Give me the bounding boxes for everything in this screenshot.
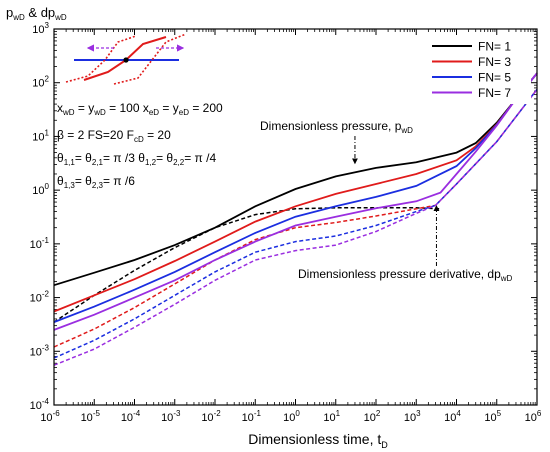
x-tick-label: 104 <box>444 409 461 424</box>
x-tick-label: 100 <box>283 409 300 424</box>
fracture-schematic <box>65 33 187 85</box>
legend-label: FN= 5 <box>478 71 511 85</box>
legend-label: FN= 3 <box>478 55 511 69</box>
x-tick-label: 103 <box>404 409 421 424</box>
series-derivative-line-4 <box>53 88 538 366</box>
y-tick-label: 10-1 <box>30 236 50 251</box>
y-axis-title: pwD & dpwD <box>6 5 67 22</box>
x-tick-label: 10-3 <box>161 409 181 424</box>
x-tick-label: 101 <box>323 409 340 424</box>
y-tick-label: 10-4 <box>30 397 50 412</box>
series-lines <box>53 72 538 366</box>
x-tick-label: 10-6 <box>40 409 60 424</box>
plot-area: 10-6 10-5 10-4 10-3 10-2 10-1 100 101 102 103 104 1… <box>30 21 542 424</box>
parameter-list: xwD = ywD = 100 xeD = yeD = 200 β = 2 FS=… <box>57 101 223 190</box>
annotation-derivative-label: Dimensionless pressure derivative, dpwD <box>298 267 513 283</box>
x-tick-label: 10-5 <box>81 409 101 424</box>
y-tick-label: 10-3 <box>30 343 50 358</box>
series-derivative-line-1 <box>53 207 441 323</box>
legend-label: FN= 7 <box>478 86 511 100</box>
series-pressure-line-1 <box>53 72 538 287</box>
annotation-derivative: Dimensionless pressure derivative, dpwD <box>298 205 513 283</box>
y-tick-label: 103 <box>32 21 49 36</box>
y-tick-label: 102 <box>32 75 49 90</box>
series-derivative-line-3 <box>53 88 538 359</box>
x-tick-label: 102 <box>364 409 381 424</box>
fracture-dotted-right <box>113 33 187 85</box>
parameter-row: xwD = ywD = 100 xeD = yeD = 200 <box>57 101 223 117</box>
plot-frame <box>53 28 538 406</box>
y-tick-label: 101 <box>32 128 49 143</box>
parameter-row: θ1,3= θ2,3= π /6 <box>57 174 135 190</box>
x-tick-label: 10-2 <box>201 409 221 424</box>
y-tick-label: 100 <box>32 182 49 197</box>
axis-tick-labels: 10-6 10-5 10-4 10-3 10-2 10-1 100 101 102 103 104 1… <box>30 21 542 424</box>
y-tick-label: 10-2 <box>30 290 50 305</box>
series-pressure-line-4 <box>53 72 538 331</box>
annotation-pressure-label: Dimensionless pressure, pwD <box>260 119 413 135</box>
x-tick-label: 10-4 <box>121 409 141 424</box>
parameter-row: θ1,1= θ2,1= π /3 θ1,2= θ2,2= π /4 <box>57 151 216 167</box>
series-pressure-line-3 <box>53 72 538 323</box>
parameter-row: β = 2 FS=20 FcD = 20 <box>57 128 171 144</box>
well-point <box>123 57 129 63</box>
x-tick-label: 106 <box>525 409 542 424</box>
legend: FN= 1FN= 3 FN= 5FN= 7 <box>427 36 531 104</box>
x-tick-label: 105 <box>484 409 501 424</box>
annotation-pressure: Dimensionless pressure, pwD <box>260 119 413 165</box>
legend-label: FN= 1 <box>478 40 511 54</box>
x-tick-label: 10-1 <box>242 409 262 424</box>
x-axis-title: Dimensionless time, tD <box>248 431 388 450</box>
